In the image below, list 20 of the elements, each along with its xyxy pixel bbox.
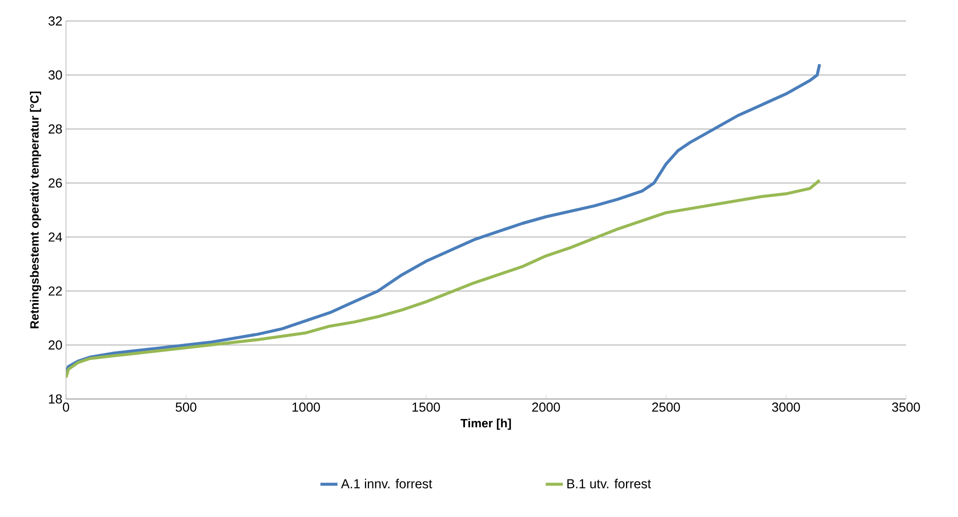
x-tick-label: 2000 — [532, 402, 560, 412]
y-tick-label: 22 — [48, 286, 62, 296]
y-tick-label: 32 — [48, 16, 62, 26]
y-tick-label: 26 — [48, 178, 62, 188]
y-tick-label: 18 — [48, 394, 62, 404]
x-tick-label: 3500 — [892, 402, 920, 412]
x-tick-label: 1000 — [292, 402, 320, 412]
y-tick-label: 20 — [48, 340, 62, 350]
y-tick-label: 28 — [48, 124, 62, 134]
x-tick-label: 0 — [62, 402, 70, 412]
legend-label: B.1 utv. forrest — [567, 478, 651, 488]
x-tick-label: 2500 — [652, 402, 680, 412]
legend-label: A.1 innv. forrest — [341, 478, 432, 488]
y-axis-title: Retningsbestemt operativ temperatur [°C] — [30, 92, 42, 328]
x-tick-label: 1500 — [412, 402, 440, 412]
y-tick-label: 24 — [48, 232, 62, 242]
x-tick-label: 3000 — [772, 402, 800, 412]
y-tick-label: 30 — [48, 70, 62, 80]
x-tick-label: 500 — [176, 402, 196, 412]
x-axis-title: Timer [h] — [460, 418, 511, 430]
